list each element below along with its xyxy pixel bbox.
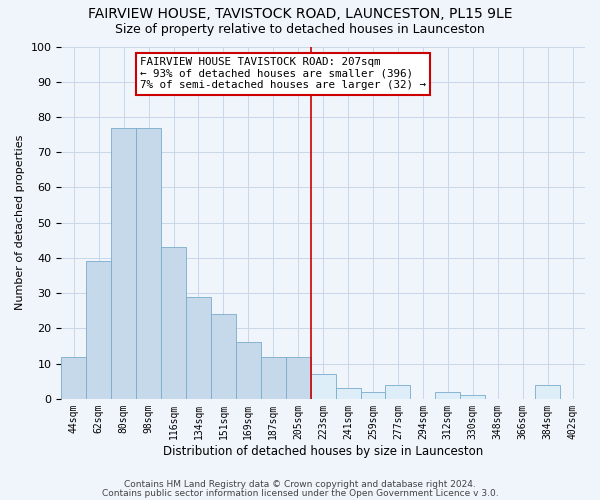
Bar xyxy=(286,356,311,399)
Bar xyxy=(460,396,485,399)
Text: FAIRVIEW HOUSE TAVISTOCK ROAD: 207sqm
← 93% of detached houses are smaller (396): FAIRVIEW HOUSE TAVISTOCK ROAD: 207sqm ← … xyxy=(140,57,426,90)
Bar xyxy=(261,356,286,399)
Bar xyxy=(361,392,385,399)
Bar xyxy=(86,262,111,399)
Bar xyxy=(111,128,136,399)
Bar xyxy=(311,374,335,399)
Bar xyxy=(385,384,410,399)
Text: Size of property relative to detached houses in Launceston: Size of property relative to detached ho… xyxy=(115,22,485,36)
X-axis label: Distribution of detached houses by size in Launceston: Distribution of detached houses by size … xyxy=(163,444,483,458)
Bar xyxy=(161,248,186,399)
Bar xyxy=(436,392,460,399)
Text: Contains public sector information licensed under the Open Government Licence v : Contains public sector information licen… xyxy=(101,488,499,498)
Bar xyxy=(136,128,161,399)
Bar xyxy=(61,356,86,399)
Text: FAIRVIEW HOUSE, TAVISTOCK ROAD, LAUNCESTON, PL15 9LE: FAIRVIEW HOUSE, TAVISTOCK ROAD, LAUNCEST… xyxy=(88,8,512,22)
Bar xyxy=(236,342,261,399)
Text: Contains HM Land Registry data © Crown copyright and database right 2024.: Contains HM Land Registry data © Crown c… xyxy=(124,480,476,489)
Bar xyxy=(211,314,236,399)
Bar xyxy=(535,384,560,399)
Bar xyxy=(335,388,361,399)
Bar xyxy=(186,296,211,399)
Y-axis label: Number of detached properties: Number of detached properties xyxy=(15,135,25,310)
